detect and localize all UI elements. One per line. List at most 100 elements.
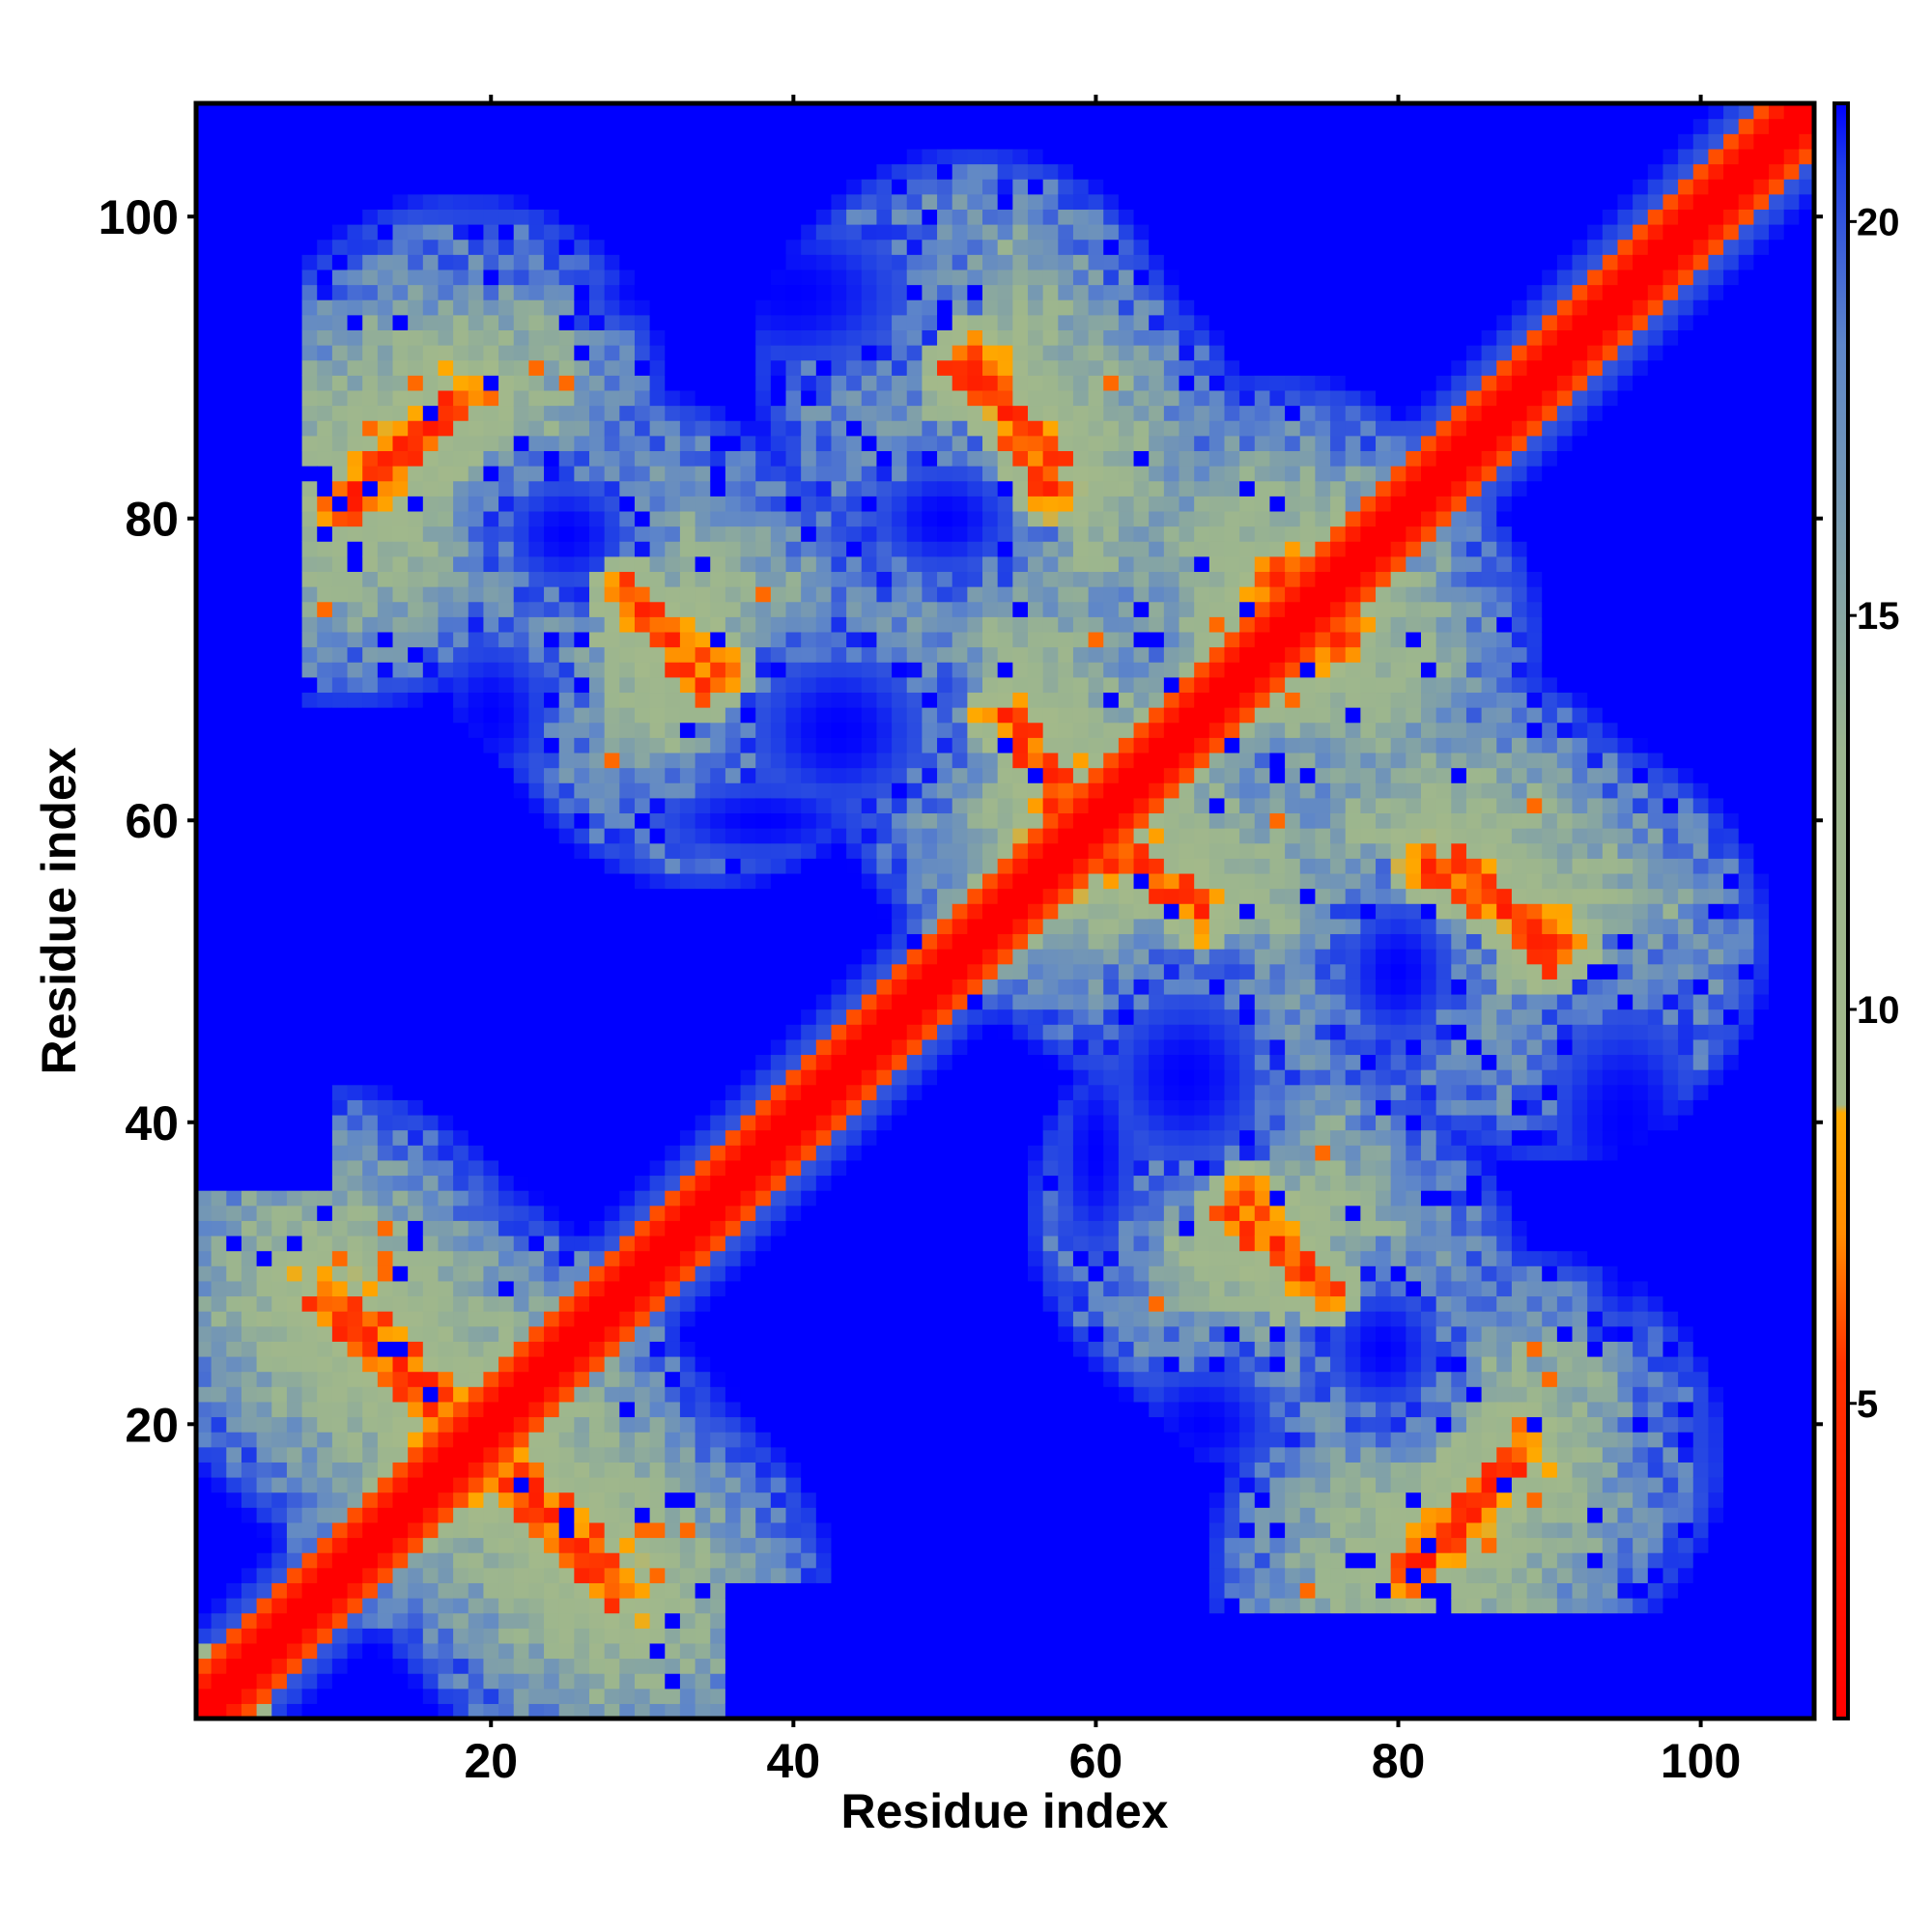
- heatmap-cell: [331, 269, 349, 286]
- heatmap-cell: [528, 1537, 545, 1553]
- heatmap-cell: [831, 631, 847, 648]
- heatmap-cell: [271, 375, 288, 391]
- heatmap-cell: [241, 767, 258, 783]
- heatmap-cell: [876, 797, 893, 814]
- heatmap-cell: [347, 329, 363, 346]
- heatmap-cell: [408, 1703, 424, 1719]
- heatmap-cell: [861, 526, 878, 542]
- heatmap-cell: [498, 752, 515, 769]
- heatmap-cell: [301, 1250, 318, 1266]
- heatmap-cell: [408, 375, 424, 391]
- heatmap-cell: [362, 782, 379, 799]
- heatmap-cell: [271, 345, 288, 361]
- heatmap-cell: [544, 722, 560, 738]
- heatmap-cell: [211, 1129, 227, 1146]
- heatmap-cell: [483, 571, 499, 587]
- heatmap-cell: [453, 1597, 469, 1614]
- heatmap-cell: [815, 1145, 833, 1161]
- heatmap-cell: [846, 1492, 863, 1508]
- heatmap-cell: [574, 118, 590, 134]
- heatmap-cell: [286, 1537, 303, 1553]
- heatmap-cell: [422, 541, 440, 557]
- heatmap-cell: [710, 918, 726, 935]
- heatmap-cell: [589, 812, 606, 829]
- heatmap-cell: [211, 179, 227, 195]
- heatmap-cell: [392, 179, 409, 195]
- heatmap-cell: [392, 1235, 409, 1252]
- heatmap-cell: [196, 752, 213, 769]
- heatmap-cell: [286, 1386, 303, 1403]
- heatmap-cell: [558, 1220, 575, 1236]
- heatmap-cell: [634, 314, 651, 330]
- heatmap-cell: [634, 1205, 651, 1221]
- heatmap-cell: [846, 526, 863, 542]
- heatmap-cell: [377, 1462, 394, 1478]
- heatmap-cell: [679, 1220, 696, 1236]
- heatmap-cell: [256, 148, 272, 165]
- heatmap-cell: [724, 375, 742, 391]
- heatmap-cell: [256, 555, 272, 573]
- heatmap-cell: [861, 193, 878, 210]
- heatmap-cell: [710, 692, 726, 708]
- heatmap-cell: [241, 163, 258, 180]
- heatmap-cell: [619, 526, 636, 542]
- heatmap-cell: [558, 224, 575, 241]
- heatmap-cell: [271, 1567, 288, 1583]
- heatmap-cell: [619, 797, 636, 814]
- heatmap-cell: [317, 1642, 333, 1660]
- heatmap-cell: [665, 1552, 681, 1569]
- heatmap-cell: [861, 1069, 878, 1086]
- heatmap-cell: [846, 1673, 863, 1690]
- heatmap-cell: [544, 1642, 560, 1660]
- heatmap-cell: [574, 767, 590, 783]
- heatmap-cell: [513, 722, 529, 738]
- heatmap-cell: [301, 1159, 318, 1177]
- heatmap-cell: [196, 1295, 213, 1312]
- heatmap-cell: [831, 480, 847, 497]
- heatmap-cell: [589, 918, 606, 935]
- heatmap-cell: [408, 1024, 424, 1040]
- heatmap-cell: [831, 1295, 847, 1312]
- heatmap-cell: [483, 254, 499, 270]
- heatmap-cell: [724, 1401, 742, 1418]
- heatmap-cell: [196, 299, 213, 316]
- heatmap-cell: [649, 752, 666, 769]
- heatmap-cell: [392, 1069, 409, 1086]
- heatmap-cell: [604, 163, 620, 180]
- heatmap-cell: [468, 450, 485, 467]
- heatmap-cell: [604, 375, 620, 391]
- heatmap-cell: [226, 1673, 242, 1690]
- heatmap-cell: [695, 1145, 711, 1161]
- heatmap-cell: [861, 1446, 878, 1463]
- heatmap-cell: [196, 1416, 213, 1433]
- heatmap-cell: [770, 933, 787, 950]
- heatmap-cell: [695, 1295, 711, 1312]
- heatmap-cell: [468, 1386, 485, 1403]
- heatmap-cell: [301, 979, 318, 995]
- heatmap-cell: [392, 872, 409, 890]
- heatmap-cell: [724, 1432, 742, 1448]
- heatmap-cell: [740, 179, 756, 195]
- heatmap-cell: [589, 284, 606, 300]
- heatmap-cell: [710, 1521, 726, 1539]
- heatmap-cell: [422, 949, 440, 965]
- heatmap-cell: [468, 782, 485, 799]
- heatmap-cell: [286, 1114, 303, 1131]
- heatmap-cell: [301, 1325, 318, 1342]
- heatmap-cell: [724, 1476, 742, 1493]
- heatmap-cell: [574, 1145, 590, 1161]
- heatmap-cell: [331, 496, 349, 512]
- heatmap-cell: [634, 209, 651, 225]
- heatmap-cell: [513, 949, 529, 965]
- heatmap-cell: [453, 526, 469, 542]
- heatmap-cell: [815, 1476, 833, 1493]
- heatmap-cell: [558, 586, 575, 603]
- heatmap-cell: [604, 1175, 620, 1191]
- heatmap-cell: [347, 254, 363, 270]
- heatmap-cell: [679, 1386, 696, 1403]
- heatmap-cell: [317, 722, 333, 738]
- heatmap-cell: [892, 1325, 908, 1342]
- heatmap-cell: [241, 1038, 258, 1056]
- heatmap-cell: [740, 1673, 756, 1690]
- heatmap-cell: [362, 872, 379, 890]
